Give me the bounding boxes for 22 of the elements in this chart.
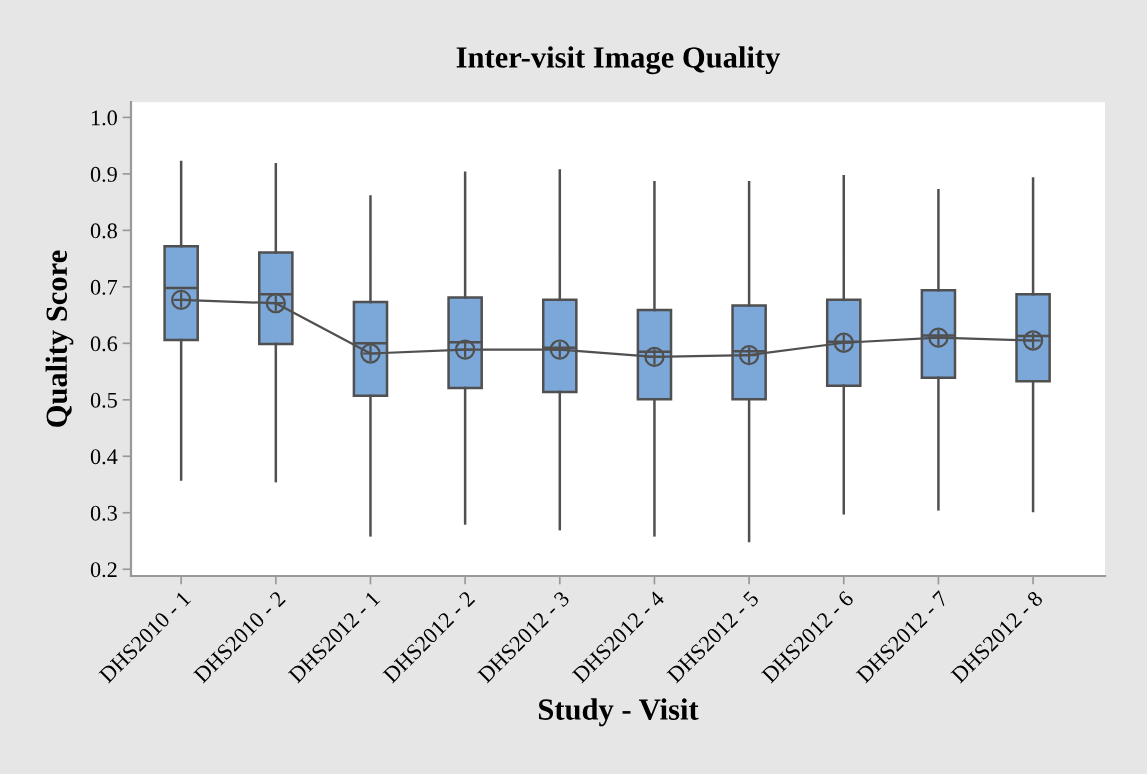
point [738, 345, 760, 366]
x-axis-title: Study - Visit [538, 698, 699, 727]
y-tick-label: 0.2 [90, 562, 117, 578]
y-tick-label: 0.3 [90, 505, 117, 521]
point [454, 339, 476, 360]
y-tick-label: 0.9 [90, 166, 117, 182]
y-tick-label: 1.0 [91, 110, 117, 126]
y-tick-label: 0.7 [90, 279, 118, 295]
point [360, 343, 381, 364]
y-axis-title: Quality Score [45, 250, 74, 427]
point [928, 327, 949, 348]
point [171, 289, 192, 310]
point [549, 339, 570, 360]
y-tick-label: 0.8 [90, 223, 117, 239]
y-tick-label: 0.6 [90, 336, 118, 352]
point [1022, 330, 1044, 351]
y-tick-label: 0.5 [90, 392, 117, 408]
point [644, 346, 665, 368]
point [833, 332, 854, 353]
chart-title: Inter-visit Image Quality [456, 46, 781, 75]
y-tick-label: 0.4 [90, 449, 118, 465]
point [265, 293, 286, 314]
